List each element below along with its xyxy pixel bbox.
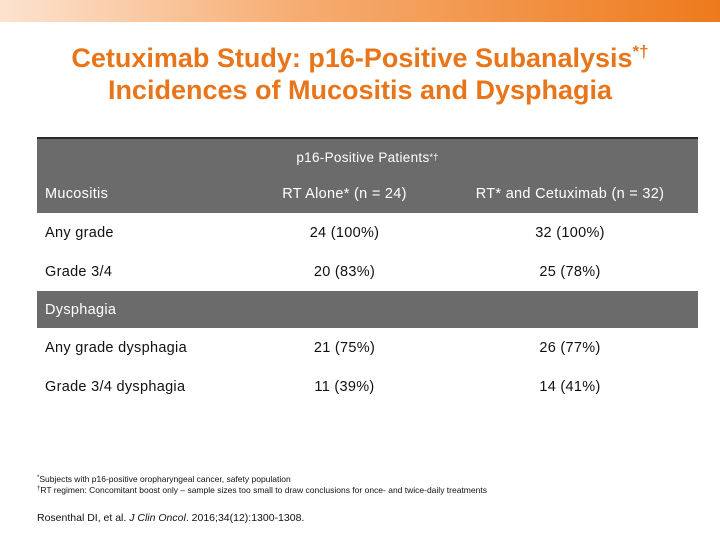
column-header-rt-cetuximab: RT* and Cetuximab (n = 32) — [475, 186, 665, 202]
row-label: Any grade dysphagia — [45, 339, 187, 356]
title-footnote-marks: *† — [632, 42, 649, 61]
table-row: Grade 3/4 20 (83%) 25 (78%) — [37, 252, 698, 291]
slide-title: Cetuximab Study: p16-Positive Subanalysi… — [0, 42, 720, 106]
row-label: Grade 3/4 — [45, 263, 113, 280]
citation-details: . 2016;34(12):1300-1308. — [185, 512, 305, 524]
footnote-2: †RT regimen: Concomitant boost only – sa… — [37, 485, 487, 495]
rt-alone-value: 24 (100%) — [309, 224, 380, 241]
rt-cetuximab-value: 25 (78%) — [539, 263, 601, 280]
citation-journal: J Clin Oncol — [129, 512, 186, 524]
table-row: Grade 3/4 dysphagia 11 (39%) 14 (41%) — [37, 367, 698, 406]
title-line-2: Incidences of Mucositis and Dysphagia — [107, 75, 613, 105]
citation: Rosenthal DI, et al. J Clin Oncol. 2016;… — [37, 512, 304, 524]
column-header-mucositis: Mucositis — [45, 186, 109, 202]
rt-cetuximab-value: 26 (77%) — [539, 339, 601, 356]
table-row: Any grade dysphagia 21 (75%) 26 (77%) — [37, 328, 698, 367]
footnotes: *Subjects with p16-positive oropharyngea… — [37, 474, 487, 496]
title-line-1: Cetuximab Study: p16-Positive Subanalysi… — [71, 42, 649, 73]
rt-alone-value: 20 (83%) — [313, 263, 376, 280]
footnote-1: *Subjects with p16-positive oropharyngea… — [37, 474, 291, 484]
row-label: Grade 3/4 dysphagia — [45, 378, 186, 395]
rt-alone-value: 11 (39%) — [314, 378, 375, 395]
section-header-dysphagia: Dysphagia — [37, 291, 698, 328]
section-label: Dysphagia — [45, 301, 117, 318]
top-accent-bar — [0, 0, 720, 22]
column-header-rt-alone: RT Alone* (n = 24) — [282, 186, 407, 202]
table-row: Any grade 24 (100%) 32 (100%) — [37, 213, 698, 252]
rt-cetuximab-value: 14 (41%) — [539, 378, 601, 395]
table-group-header: p16-Positive Patients *† — [37, 137, 698, 175]
results-table: p16-Positive Patients *† Mucositis RT Alo… — [37, 137, 698, 406]
rt-alone-value: 21 (75%) — [313, 339, 376, 356]
citation-authors: Rosenthal DI, et al. — [37, 512, 130, 524]
rt-cetuximab-value: 32 (100%) — [535, 224, 605, 241]
table-column-header: Mucositis RT Alone* (n = 24) RT* and Cet… — [37, 175, 698, 213]
row-label: Any grade — [45, 224, 114, 241]
